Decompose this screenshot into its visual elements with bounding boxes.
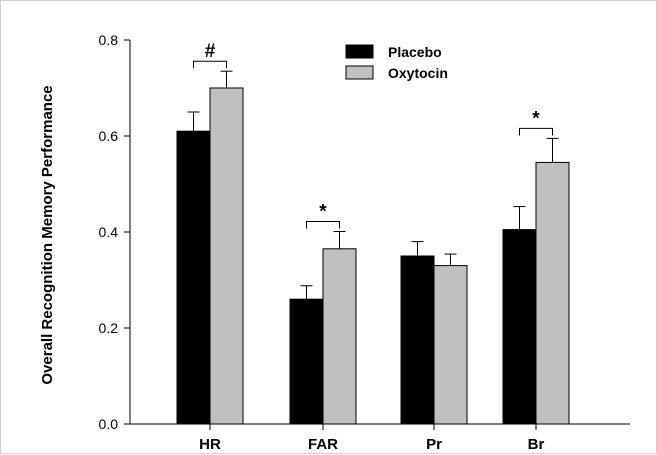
legend-swatch-placebo [345,44,374,59]
significance-marker: * [532,108,540,129]
y-axis-title: Overall Recognition Memory Performance [39,85,56,384]
y-tick-label: 0.4 [99,224,119,240]
y-tick-label: 0.8 [99,32,119,48]
x-tick-label: HR [199,436,221,453]
x-tick-label: Pr [426,436,442,453]
legend-label-placebo: Placebo [388,44,442,60]
bar-placebo [289,298,324,425]
legend-label-oxytocin: Oxytocin [388,65,448,81]
bar-oxytocin [322,248,357,425]
bar-placebo [400,255,435,425]
significance-bracket [519,127,553,136]
bar-oxytocin [535,161,570,425]
y-tick-label: 0.2 [99,320,119,336]
y-tick-label: 0.6 [99,128,119,144]
significance-marker: # [205,41,216,62]
legend-swatch-oxytocin [345,65,374,80]
significance-marker: * [319,202,327,223]
significance-bracket [306,221,340,229]
bar-oxytocin [209,87,244,425]
y-tick-label: 0.0 [99,416,119,432]
bar-placebo [502,229,537,425]
x-tick-label: Br [528,436,545,453]
significance-bracket [193,60,227,69]
x-tick-label: FAR [308,436,338,453]
bar-placebo [176,130,211,425]
bar-oxytocin [433,265,468,425]
